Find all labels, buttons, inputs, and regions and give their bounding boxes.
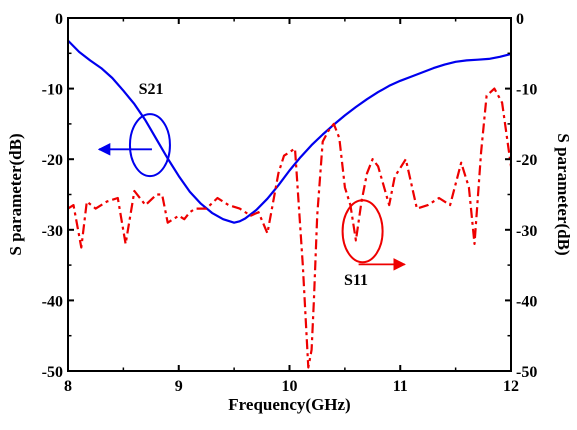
plot-frame <box>67 17 512 372</box>
annotation-layer: S21 S11 <box>97 81 406 289</box>
series-line-s21 <box>68 39 511 224</box>
s21-label: S21 <box>139 81 164 98</box>
left-y-tick-label: -50 <box>42 364 63 381</box>
series-line-s11 <box>68 87 511 369</box>
x-tick-label: 12 <box>503 378 519 395</box>
x-tick-label: 11 <box>393 378 408 395</box>
left-y-tick-label: -10 <box>42 82 63 99</box>
left-y-tick-label: -20 <box>42 152 63 169</box>
left-y-tick-label: -30 <box>42 223 63 240</box>
s11-label: S11 <box>344 272 368 289</box>
right-y-axis-label: S parameter(dB) <box>554 133 573 255</box>
series-layer <box>68 39 511 369</box>
s11-ellipse <box>341 199 384 264</box>
x-axis-label: Frequency(GHz) <box>228 395 350 414</box>
right-y-tick-label: -10 <box>516 82 537 99</box>
tick-layer: 8 9 10 11 12 0 0 -10 -10 -20 -20 -30 -30 -40 -40 -50 -50 <box>42 11 538 395</box>
right-y-tick-label: -50 <box>516 364 537 381</box>
x-tick-label: 9 <box>175 378 183 395</box>
right-y-tick-label: -40 <box>516 293 537 310</box>
left-y-tick-label: -40 <box>42 293 63 310</box>
left-y-axis-label: S parameter(dB) <box>6 133 25 255</box>
left-y-tick-label: 0 <box>55 11 63 28</box>
right-y-tick-label: 0 <box>516 11 524 28</box>
x-tick-label: 10 <box>282 378 298 395</box>
right-y-tick-label: -30 <box>516 223 537 240</box>
right-y-tick-label: -20 <box>516 152 537 169</box>
s21-ellipse <box>128 113 171 178</box>
x-tick-label: 8 <box>64 378 72 395</box>
